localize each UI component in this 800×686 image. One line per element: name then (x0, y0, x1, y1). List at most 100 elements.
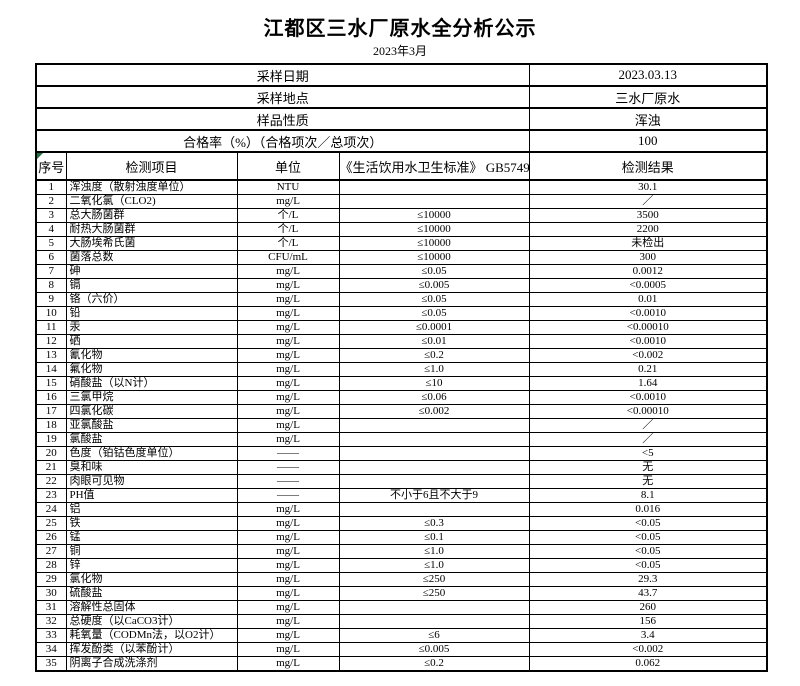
row-result: <0.05 (528, 544, 768, 559)
table-row: 7 砷 mg/L ≤0.05 0.0012 (35, 264, 768, 279)
row-unit: NTU (236, 179, 340, 195)
row-unit: mg/L (236, 418, 340, 433)
row-item: 硒 (65, 334, 238, 349)
table-row: 27 铜 mg/L ≤1.0 <0.05 (35, 544, 768, 559)
row-item: 硝酸盐（以N计） (65, 376, 238, 391)
row-result: <0.002 (528, 348, 768, 363)
info-row-sample-nature: 样品性质 浑浊 (35, 107, 768, 131)
table-row: 31 溶解性总固体 mg/L 260 (35, 600, 768, 615)
row-index: 11 (35, 320, 67, 335)
row-item: 硫酸盐 (65, 586, 238, 601)
row-standard: ≤250 (338, 572, 530, 587)
row-standard: ≤0.005 (338, 642, 530, 657)
row-index: 10 (35, 306, 67, 321)
row-standard: 不小于6且不大于9 (338, 488, 530, 503)
row-result: 0.01 (528, 292, 768, 307)
row-result: 30.1 (528, 179, 768, 195)
row-item: 臭和味 (65, 460, 238, 475)
row-item: 阴离子合成洗涤剂 (65, 656, 238, 672)
row-index: 6 (35, 250, 67, 265)
table-row: 9 铬（六价） mg/L ≤0.05 0.01 (35, 292, 768, 307)
row-standard: ≤1.0 (338, 544, 530, 559)
row-unit: mg/L (236, 628, 340, 643)
table-row: 32 总硬度（以CaCO3计） mg/L 156 (35, 614, 768, 629)
info-row-sample-location: 采样地点 三水厂原水 (35, 85, 768, 109)
row-unit: —— (236, 488, 340, 503)
row-item: 锰 (65, 530, 238, 545)
row-index: 15 (35, 376, 67, 391)
row-index: 16 (35, 390, 67, 405)
row-result: 3.4 (528, 628, 768, 643)
row-item: 溶解性总固体 (65, 600, 238, 615)
row-standard: ≤0.06 (338, 390, 530, 405)
row-index: 3 (35, 208, 67, 223)
row-result: 8.1 (528, 488, 768, 503)
row-unit: mg/L (236, 558, 340, 573)
row-unit: 个/L (236, 208, 340, 223)
row-unit: —— (236, 460, 340, 475)
row-index: 26 (35, 530, 67, 545)
row-standard: ≤1.0 (338, 362, 530, 377)
info-row-pass-rate: 合格率（%）（合格项次／总项次） 100 (35, 129, 768, 153)
row-result: 29.3 (528, 572, 768, 587)
row-unit: mg/L (236, 614, 340, 629)
row-result: <0.00010 (528, 320, 768, 335)
row-result: <0.05 (528, 530, 768, 545)
row-unit: mg/L (236, 656, 340, 672)
row-unit: 个/L (236, 222, 340, 237)
row-unit: mg/L (236, 306, 340, 321)
table-row: 26 锰 mg/L ≤0.1 <0.05 (35, 530, 768, 545)
row-result: <0.002 (528, 642, 768, 657)
row-result: 43.7 (528, 586, 768, 601)
row-result: <5 (528, 446, 768, 461)
col-header-label: 序号 (38, 159, 65, 175)
row-result: 1.64 (528, 376, 768, 391)
row-unit: mg/L (236, 516, 340, 531)
row-index: 28 (35, 558, 67, 573)
row-item: 总大肠菌群 (65, 208, 238, 223)
row-item: 铬（六价） (65, 292, 238, 307)
row-result: 300 (528, 250, 768, 265)
row-unit: mg/L (236, 264, 340, 279)
row-item: 氯化物 (65, 572, 238, 587)
row-index: 1 (35, 179, 67, 195)
row-result: <0.05 (528, 558, 768, 573)
row-item: 氯酸盐 (65, 432, 238, 447)
row-standard (338, 474, 530, 489)
row-unit: mg/L (236, 572, 340, 587)
row-result: 无 (528, 460, 768, 475)
row-index: 12 (35, 334, 67, 349)
row-standard (338, 432, 530, 447)
row-item: 锌 (65, 558, 238, 573)
row-item: 铝 (65, 502, 238, 517)
row-unit: 个/L (236, 236, 340, 251)
row-unit: mg/L (236, 502, 340, 517)
row-unit: mg/L (236, 432, 340, 447)
table-row: 16 三氯甲烷 mg/L ≤0.06 <0.0010 (35, 390, 768, 405)
row-index: 4 (35, 222, 67, 237)
col-header-unit: 单位 (236, 151, 340, 181)
row-item: 汞 (65, 320, 238, 335)
row-index: 21 (35, 460, 67, 475)
col-header-item: 检测项目 (65, 151, 238, 181)
row-unit: mg/L (236, 600, 340, 615)
row-item: 色度（铂钴色度单位） (65, 446, 238, 461)
row-item: 挥发酚类（以苯酚计） (65, 642, 238, 657)
row-result: 2200 (528, 222, 768, 237)
row-index: 25 (35, 516, 67, 531)
row-unit: mg/L (236, 376, 340, 391)
table-row: 30 硫酸盐 mg/L ≤250 43.7 (35, 586, 768, 601)
row-standard (338, 446, 530, 461)
row-unit: mg/L (236, 194, 340, 209)
cell-flag-icon (37, 153, 43, 159)
info-row-sample-date: 采样日期 2023.03.13 (35, 63, 768, 87)
col-header-standard: 《生活饮用水卫生标准》 GB5749 (338, 151, 530, 181)
row-standard: ≤10000 (338, 236, 530, 251)
row-unit: mg/L (236, 544, 340, 559)
row-item: 耐热大肠菌群 (65, 222, 238, 237)
table-row: 28 锌 mg/L ≤1.0 <0.05 (35, 558, 768, 573)
row-result: 0.21 (528, 362, 768, 377)
info-section: 采样日期 2023.03.13 采样地点 三水厂原水 样品性质 浑浊 合格率（%… (35, 63, 768, 153)
row-index: 22 (35, 474, 67, 489)
row-unit: CFU/mL (236, 250, 340, 265)
